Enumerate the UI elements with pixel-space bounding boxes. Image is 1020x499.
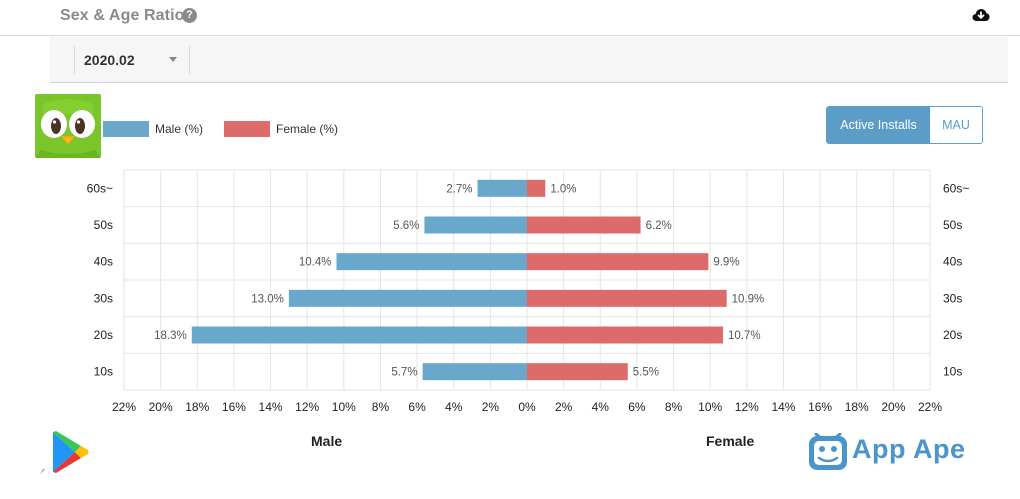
period-select[interactable]: 2020.02 <box>74 46 190 74</box>
section-title: Sex & Age Ratio <box>60 7 185 24</box>
x-tick-label: 16% <box>808 400 832 414</box>
x-tick-label: 0% <box>518 400 536 414</box>
x-tick-label: 16% <box>222 400 246 414</box>
y-tick-label-right: 50s <box>943 218 962 232</box>
x-tick-label: 6% <box>628 400 646 414</box>
x-tick-label: 14% <box>259 400 283 414</box>
period-value: 2020.02 <box>84 52 135 68</box>
chevron-down-icon <box>169 57 177 62</box>
x-tick-label: 20% <box>149 400 173 414</box>
x-tick-label: 8% <box>665 400 683 414</box>
data-label-female: 6.2% <box>646 220 672 232</box>
y-tick-label-right: 30s <box>943 291 962 305</box>
x-tick-label: 6% <box>408 400 426 414</box>
y-tick-label-left: 50s <box>94 218 113 232</box>
legend-swatch-female <box>224 121 270 137</box>
data-label-male: 5.6% <box>393 220 419 232</box>
cloud-download-icon[interactable] <box>972 8 990 22</box>
x-tick-label: 2% <box>482 400 500 414</box>
x-axis-label-male: Male <box>311 433 343 449</box>
metric-toggle: Active Installs MAU <box>826 106 983 144</box>
data-label-male: 10.4% <box>299 257 332 269</box>
bar-female <box>527 289 727 307</box>
app-icon <box>35 94 101 158</box>
x-tick-label: 12% <box>735 400 759 414</box>
question-circle-icon[interactable]: ? <box>182 8 197 23</box>
bar-male <box>477 179 527 197</box>
sex-age-pyramid-chart: 22% 20% 18% 16% 14% 12% 10% 8% 6% 4% 2% 0% 2% 4% 6% 8% 1… <box>87 169 969 414</box>
data-label-female: 1.0% <box>550 183 576 195</box>
bar-male <box>422 363 527 381</box>
legend-swatch-male <box>103 121 149 137</box>
legend-item-male[interactable]: Male (%) <box>103 121 213 137</box>
x-tick-label: 14% <box>771 400 795 414</box>
y-tick-label-left: 10s <box>94 365 113 379</box>
x-tick-label: 18% <box>185 400 209 414</box>
owl-icon <box>35 94 101 158</box>
bar-male <box>336 253 527 271</box>
x-tick-label: 10% <box>332 400 356 414</box>
data-label-male: 18.3% <box>154 330 187 342</box>
bar-male <box>288 289 527 307</box>
data-label-male: 2.7% <box>446 183 472 195</box>
y-tick-label-right: 40s <box>943 255 962 269</box>
bar-female <box>527 253 709 271</box>
x-tick-label: 8% <box>372 400 390 414</box>
google-play-icon <box>40 431 89 474</box>
app-ape-logo: App Ape <box>808 432 968 474</box>
y-tick-label-left: 30s <box>94 291 113 305</box>
bar-female <box>527 179 546 197</box>
bar-female <box>527 326 724 344</box>
y-tick-label-left: 60s~ <box>87 181 113 195</box>
y-tick-label-right: 10s <box>943 365 962 379</box>
data-label-female: 9.9% <box>713 257 739 269</box>
title-bar: Sex & Age Ratio ? <box>0 0 1020 36</box>
x-tick-label: 22% <box>918 400 942 414</box>
y-tick-label-left: 40s <box>94 255 113 269</box>
data-label-female: 5.5% <box>633 367 659 379</box>
legend-item-female[interactable]: Female (%) <box>224 121 344 137</box>
x-tick-label: 20% <box>881 400 905 414</box>
x-tick-label: 2% <box>555 400 573 414</box>
bar-male <box>424 216 527 234</box>
active-installs-button[interactable]: Active Installs <box>827 107 930 143</box>
data-label-female: 10.9% <box>732 293 765 305</box>
bar-male <box>191 326 527 344</box>
brand-name: App Ape <box>852 434 966 464</box>
data-label-male: 5.7% <box>391 367 417 379</box>
legend-label-female: Female (%) <box>276 122 339 136</box>
x-tick-label: 4% <box>592 400 610 414</box>
x-tick-label: 10% <box>698 400 722 414</box>
x-tick-label: 18% <box>845 400 869 414</box>
x-axis-label-female: Female <box>706 433 755 449</box>
y-tick-label-right: 60s~ <box>943 181 969 195</box>
mau-button[interactable]: MAU <box>930 107 982 143</box>
y-tick-label-left: 20s <box>94 328 113 342</box>
bar-female <box>527 363 628 381</box>
filter-bar: 2020.02 <box>50 37 1008 83</box>
bar-female <box>527 216 641 234</box>
data-label-male: 13.0% <box>251 293 284 305</box>
app-ape-logo-icon <box>809 433 847 470</box>
x-tick-label: 22% <box>112 400 136 414</box>
x-tick-label: 4% <box>445 400 463 414</box>
legend-label-male: Male (%) <box>155 122 204 136</box>
y-tick-label-right: 20s <box>943 328 962 342</box>
data-label-female: 10.7% <box>728 330 761 342</box>
x-tick-label: 12% <box>295 400 319 414</box>
